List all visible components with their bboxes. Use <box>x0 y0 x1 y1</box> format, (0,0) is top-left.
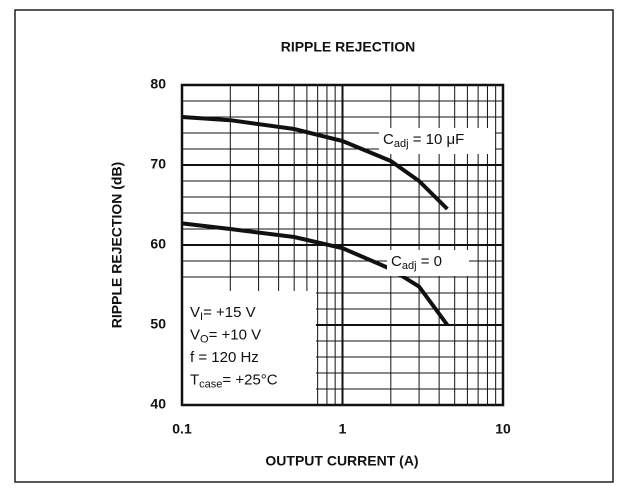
y-tick-label: 70 <box>150 156 166 172</box>
x-tick-label: 1 <box>339 421 347 437</box>
y-tick-label: 40 <box>150 396 166 412</box>
series-line <box>181 115 449 211</box>
label-bg <box>379 128 495 154</box>
series-label-main: C <box>391 253 402 270</box>
condition: f = 120 Hz <box>190 349 259 366</box>
x-tick-label: 10 <box>495 421 511 437</box>
condition-main: T <box>190 371 199 388</box>
condition-rest: = +25°C <box>222 371 277 388</box>
series-label-rest: = 10 μF <box>409 131 465 148</box>
condition-sub: case <box>199 378 222 390</box>
condition-main: V <box>190 326 200 343</box>
series-label-sub: adj <box>394 138 409 150</box>
condition-main: f = 120 Hz <box>190 349 259 366</box>
series-label-rest: = 0 <box>417 253 442 270</box>
condition-main: V <box>190 304 200 321</box>
series-label-sub: adj <box>402 260 417 272</box>
label-bg <box>387 250 469 276</box>
series-line <box>181 221 449 327</box>
condition: VO= +10 V <box>190 326 261 345</box>
chart-title: RIPPLE REJECTION <box>281 39 416 55</box>
condition-rest: = +15 V <box>203 304 256 321</box>
frame <box>14 9 614 483</box>
y-tick-label: 60 <box>150 236 166 252</box>
condition: Tcase= +25°C <box>190 371 278 390</box>
conditions-box <box>183 291 316 404</box>
condition: VI= +15 V <box>190 304 256 323</box>
y-axis-label: RIPPLE REJECTION (dB) <box>109 162 125 328</box>
condition-sub: I <box>200 311 203 323</box>
y-tick-label: 80 <box>150 76 166 92</box>
condition-sub: O <box>200 333 209 345</box>
series-label: Cadj = 0 <box>391 253 442 272</box>
x-axis-label: OUTPUT CURRENT (A) <box>265 453 418 469</box>
plot-border <box>180 83 505 407</box>
series-label-main: C <box>383 131 394 148</box>
condition-rest: = +10 V <box>209 326 262 343</box>
series-label: Cadj = 10 μF <box>383 131 464 150</box>
y-tick-label: 50 <box>150 316 166 332</box>
x-tick-label: 0.1 <box>172 421 192 437</box>
